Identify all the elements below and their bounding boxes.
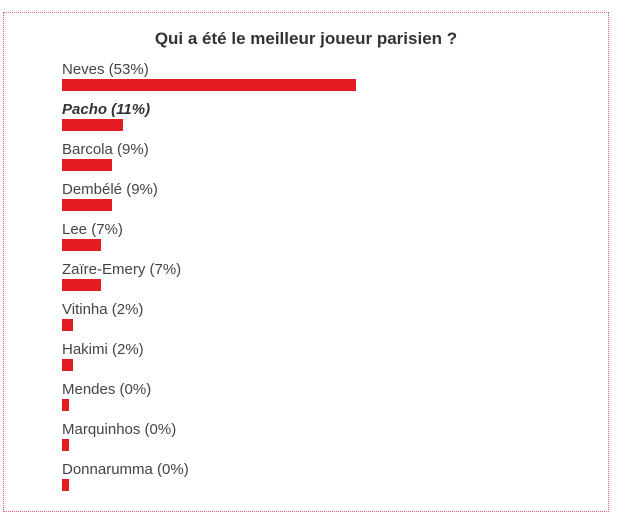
poll-widget: Qui a été le meilleur joueur parisien ? … [3,12,609,512]
option-label: Barcola (9%) [62,141,149,158]
option-label: Lee (7%) [62,221,123,238]
option-label: Hakimi (2%) [62,341,144,358]
poll-option[interactable]: Hakimi (2%) [62,341,582,381]
poll-option[interactable]: Neves (53%) [62,61,582,101]
option-label: Donnarumma (0%) [62,461,189,478]
option-bar [62,279,101,291]
poll-option[interactable]: Zaïre-Emery (7%) [62,261,582,301]
option-bar [62,439,69,451]
poll-option[interactable]: Marquinhos (0%) [62,421,582,461]
option-label: Mendes (0%) [62,381,152,398]
poll-option[interactable]: Vitinha (2%) [62,301,582,341]
option-bar [62,199,112,211]
option-bar [62,319,73,331]
poll-option[interactable]: Donnarumma (0%) [62,461,582,501]
option-bar [62,239,101,251]
poll-options: Neves (53%) Pacho (11%) Barcola (9%) Dem… [62,61,582,501]
poll-option[interactable]: Dembélé (9%) [62,181,582,221]
option-bar [62,159,112,171]
poll-option[interactable]: Lee (7%) [62,221,582,261]
option-bar [62,479,69,491]
option-bar [62,359,73,371]
poll-title: Qui a été le meilleur joueur parisien ? [154,29,458,48]
poll-option[interactable]: Pacho (11%) [62,101,582,141]
option-bar [62,79,356,91]
option-label: Pacho (11%) [62,101,151,118]
option-bar [62,119,123,131]
option-label: Marquinhos (0%) [62,421,177,438]
option-label: Vitinha (2%) [62,301,144,318]
poll-option[interactable]: Barcola (9%) [62,141,582,181]
option-label: Dembélé (9%) [62,181,158,198]
option-label: Neves (53%) [62,61,149,78]
option-label: Zaïre-Emery (7%) [62,261,182,278]
poll-option[interactable]: Mendes (0%) [62,381,582,421]
option-bar [62,399,69,411]
